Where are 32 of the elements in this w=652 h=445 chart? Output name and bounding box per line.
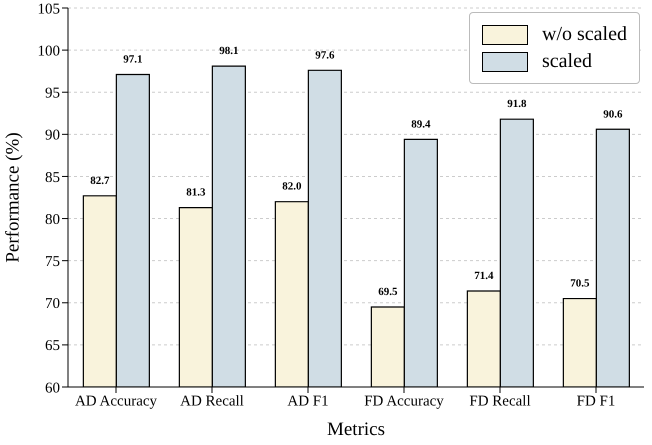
data-label: 71.4	[474, 270, 494, 282]
data-label: 97.6	[315, 49, 335, 62]
x-tick-label: AD F1	[287, 394, 329, 410]
legend-label: scaled	[542, 50, 592, 73]
data-label: 89.4	[411, 118, 431, 130]
data-label: 98.1	[219, 45, 238, 58]
data-label: 81.3	[186, 186, 206, 199]
x-tick-label: FD Accuracy	[364, 394, 444, 410]
x-tick-label: AD Accuracy	[74, 394, 158, 410]
y-tick-label: 80	[45, 212, 60, 228]
data-label: 82.7	[90, 174, 110, 187]
y-axis-title: Performance (%)	[2, 132, 24, 263]
x-tick-label: FD Recall	[469, 394, 531, 410]
y-tick-label: 90	[45, 128, 60, 144]
data-label: 91.8	[507, 98, 527, 110]
y-tick-label: 70	[45, 296, 60, 312]
data-label: 97.1	[123, 54, 142, 66]
y-tick-label: 65	[45, 338, 60, 354]
y-tick-label: 95	[45, 86, 60, 102]
data-label: 90.6	[603, 108, 623, 120]
data-label: 70.5	[570, 278, 590, 290]
y-tick-label: 105	[38, 1, 60, 18]
y-tick-label: 75	[45, 254, 60, 270]
x-axis-title: Metrics	[326, 419, 386, 440]
x-tick-label: FD F1	[576, 394, 616, 410]
y-tick-label: 85	[45, 170, 60, 186]
legend-label: w/o scaled	[542, 23, 627, 46]
x-tick-label: AD Recall	[180, 394, 244, 410]
y-tick-label: 60	[45, 380, 60, 396]
data-label: 82.0	[282, 180, 302, 193]
data-label: 69.5	[378, 286, 398, 298]
y-tick-label: 100	[38, 43, 60, 60]
